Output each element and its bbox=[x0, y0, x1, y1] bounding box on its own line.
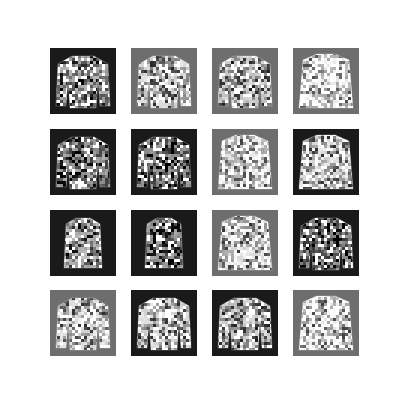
garment-silhouette bbox=[137, 298, 191, 350]
sample-tile bbox=[131, 210, 197, 276]
garment-image bbox=[293, 290, 359, 356]
sample-tile bbox=[50, 48, 116, 114]
sample-tile bbox=[50, 210, 116, 276]
garment-silhouette bbox=[145, 218, 183, 268]
sample-tile bbox=[293, 290, 359, 356]
garment-image bbox=[50, 48, 116, 114]
sample-tile bbox=[212, 48, 278, 114]
garment-image bbox=[50, 290, 116, 356]
garment-image bbox=[293, 210, 359, 276]
sample-tile bbox=[293, 129, 359, 195]
sample-tile bbox=[293, 210, 359, 276]
garment-image bbox=[131, 210, 197, 276]
sample-tile bbox=[131, 48, 197, 114]
garment-image bbox=[50, 129, 116, 195]
sample-tile bbox=[212, 210, 278, 276]
garment-silhouette bbox=[299, 135, 353, 189]
sample-tile bbox=[131, 290, 197, 356]
garment-silhouette bbox=[56, 137, 110, 189]
garment-image bbox=[293, 48, 359, 114]
garment-image bbox=[212, 129, 278, 195]
garment-silhouette bbox=[299, 296, 353, 350]
generated-image-grid bbox=[50, 48, 361, 356]
garment-image bbox=[131, 48, 197, 114]
garment-image bbox=[131, 129, 197, 195]
garment-silhouette bbox=[56, 298, 110, 350]
garment-image bbox=[212, 48, 278, 114]
sample-tile bbox=[50, 290, 116, 356]
sample-tile bbox=[131, 129, 197, 195]
garment-image bbox=[212, 210, 278, 276]
garment-image bbox=[50, 210, 116, 276]
garment-image bbox=[131, 290, 197, 356]
garment-image bbox=[293, 129, 359, 195]
garment-silhouette bbox=[218, 216, 272, 270]
sample-tile bbox=[293, 48, 359, 114]
sample-tile bbox=[212, 129, 278, 195]
sample-tile bbox=[50, 129, 116, 195]
sample-tile bbox=[212, 290, 278, 356]
garment-image bbox=[212, 290, 278, 356]
